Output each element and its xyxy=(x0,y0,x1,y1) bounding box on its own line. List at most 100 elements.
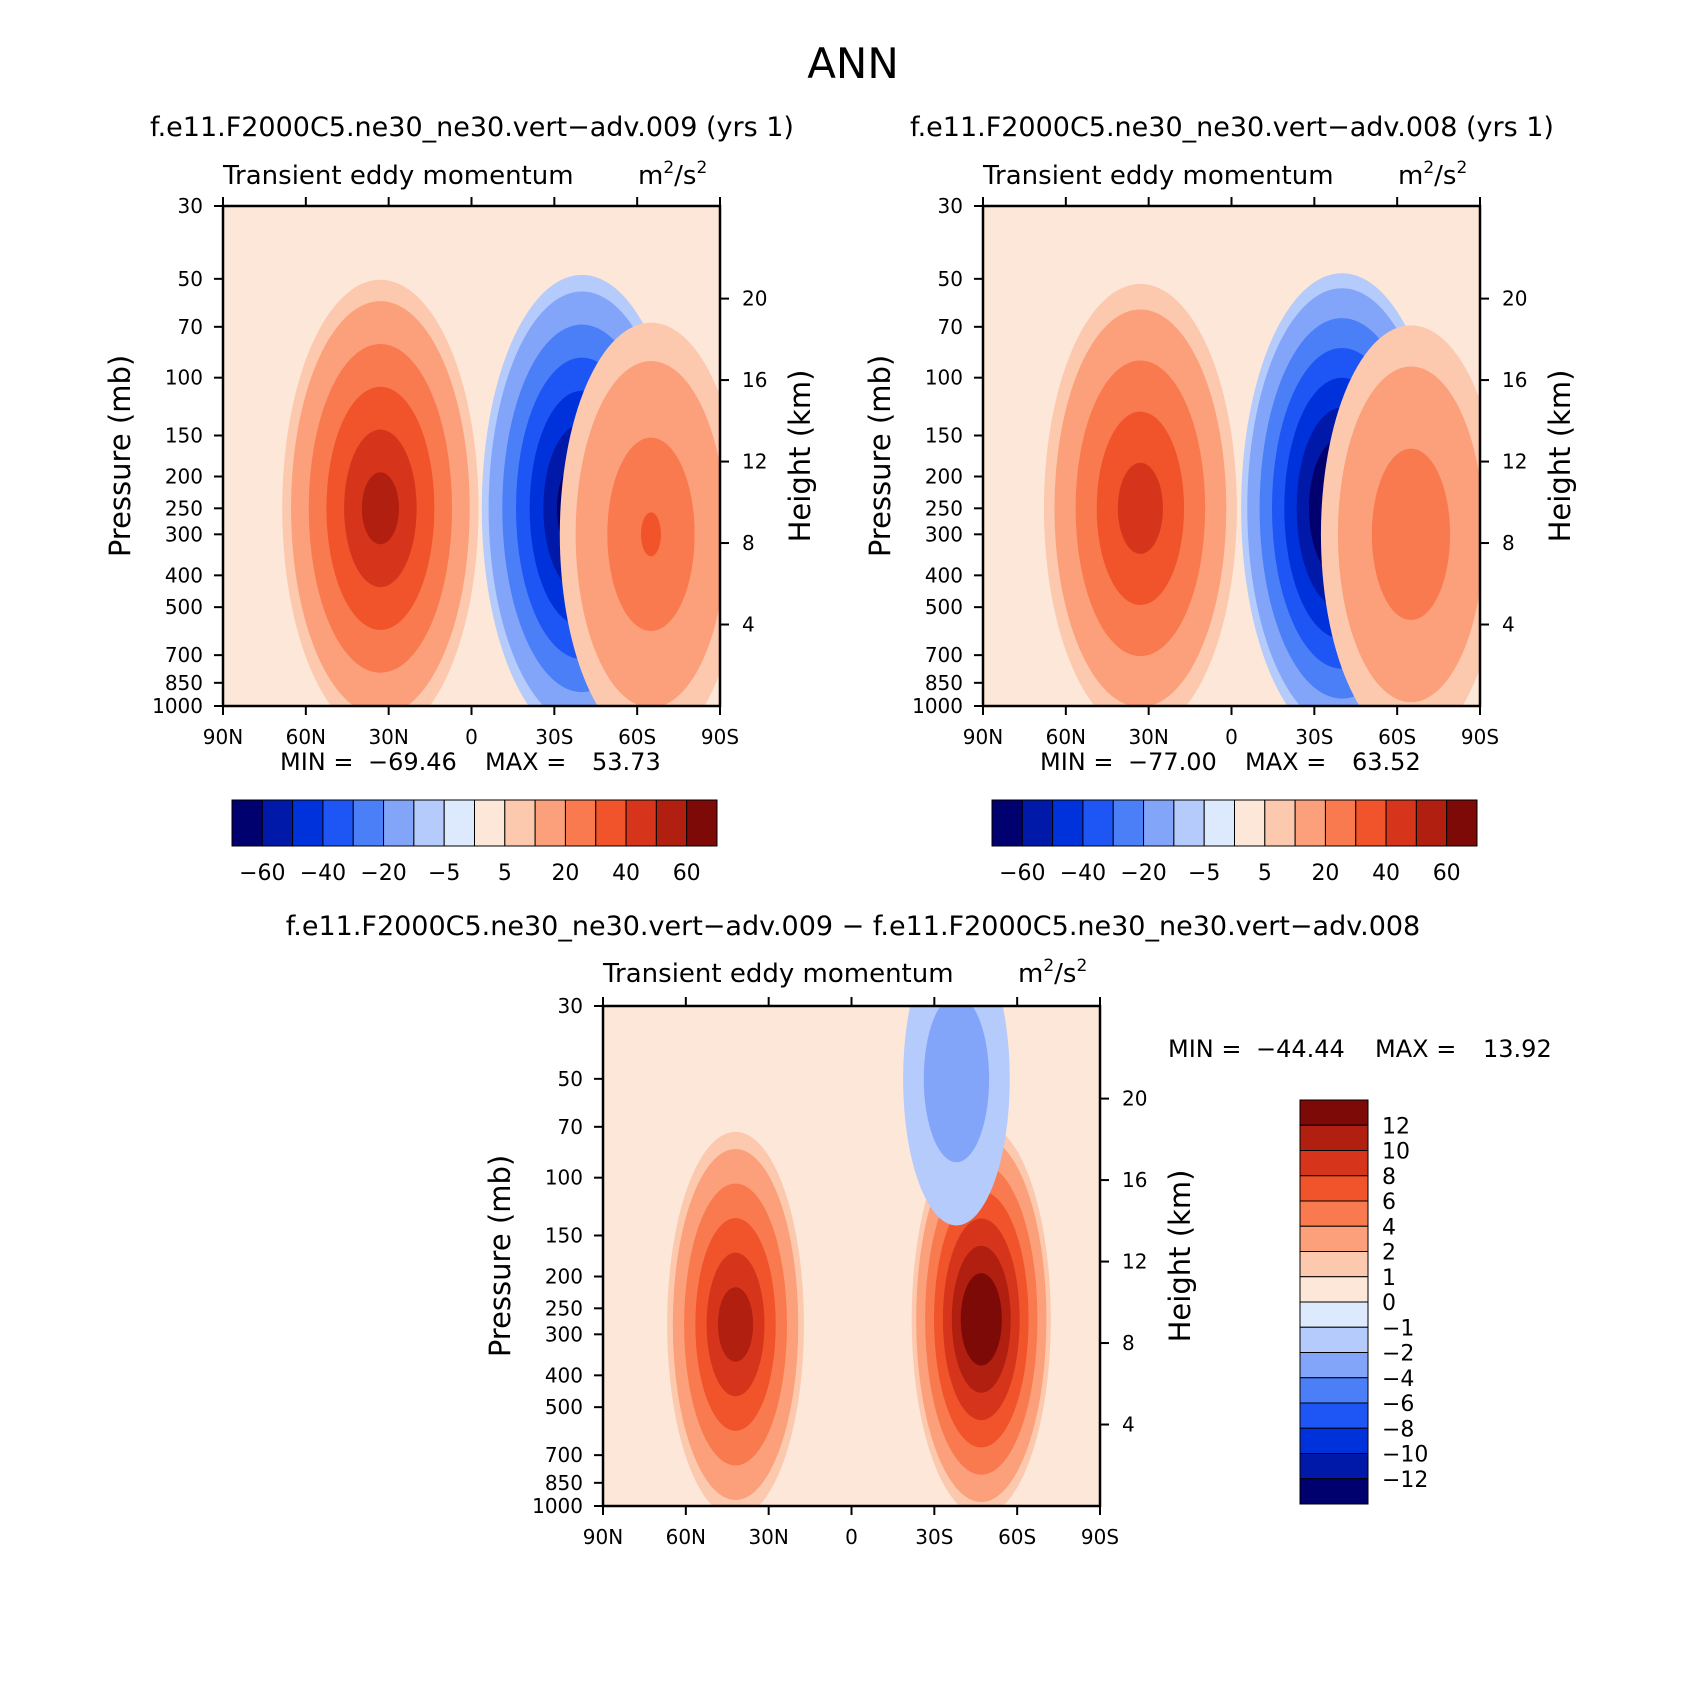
colorbar-swatch xyxy=(1173,799,1205,847)
colorbar-swatch xyxy=(991,799,1023,847)
colorbar-label: 40 xyxy=(1372,861,1400,886)
panel-b-ylabel-right: Height (km) xyxy=(1543,370,1577,543)
panel-a-units: m2/s2 xyxy=(638,158,707,191)
x-tick-label: 0 xyxy=(465,725,478,749)
x-tick-label: 60S xyxy=(998,1525,1036,1549)
x-tick-label: 60N xyxy=(666,1525,706,1549)
colorbar-swatch xyxy=(504,799,536,847)
units-sup-1: 2 xyxy=(1423,158,1434,178)
y-tick-label: 300 xyxy=(925,522,963,546)
x-tick-label: 30N xyxy=(1128,725,1168,749)
y-tick-label: 1000 xyxy=(152,694,203,718)
panel-a-min-label: MIN = xyxy=(280,748,353,776)
colorbar-swatch xyxy=(413,799,445,847)
panel-b-max-label: MAX = xyxy=(1245,748,1326,776)
colorbar-swatch xyxy=(1299,1301,1369,1328)
units-mid: /s xyxy=(674,161,696,191)
contour-core-f0 xyxy=(1130,486,1151,531)
colorbar-swatch xyxy=(1324,799,1357,847)
units-sup-2: 2 xyxy=(696,158,707,178)
panel-b-min-label: MIN = xyxy=(1040,748,1113,776)
panel-a-max-value: 53.73 xyxy=(592,748,661,776)
units-mid: /s xyxy=(1434,161,1456,191)
contour-core-f0 xyxy=(725,1302,746,1347)
y-tick-label: 850 xyxy=(165,671,203,695)
colorbar-label: −10 xyxy=(1382,1443,1428,1468)
x-tick-label: 30S xyxy=(1295,725,1333,749)
colorbar-swatch xyxy=(261,799,294,847)
panel-c-max-value: 13.92 xyxy=(1483,1035,1552,1063)
colorbar-label: 2 xyxy=(1382,1241,1396,1266)
y-right-tick-label: 8 xyxy=(742,531,755,555)
y-tick-label: 30 xyxy=(938,194,963,218)
colorbar-label: 5 xyxy=(498,861,512,886)
colorbar-label: 10 xyxy=(1382,1140,1410,1165)
colorbar-label: −2 xyxy=(1382,1342,1414,1367)
y-tick-label: 1000 xyxy=(532,1494,583,1518)
x-tick-label: 90N xyxy=(963,725,1003,749)
x-tick-label: 90S xyxy=(1461,725,1499,749)
colorbar-swatch xyxy=(1446,799,1478,847)
panel-b-ylabel: Pressure (mb) xyxy=(863,355,897,557)
colorbar-label: 20 xyxy=(551,861,579,886)
x-tick-label: 30N xyxy=(368,725,408,749)
x-tick-label: 60N xyxy=(286,725,326,749)
colorbar-swatch xyxy=(1299,1251,1369,1278)
colorbar-label: 5 xyxy=(1258,861,1272,886)
y-right-tick-label: 16 xyxy=(1502,368,1527,392)
colorbar-label: 12 xyxy=(1382,1114,1410,1139)
colorbar-swatch xyxy=(1299,1276,1369,1303)
panel-c-units: m2/s2 xyxy=(1018,956,1087,989)
y-right-tick-label: 20 xyxy=(1502,287,1527,311)
panel-b-subtitle: Transient eddy momentum xyxy=(982,161,1334,191)
y-tick-label: 850 xyxy=(545,1471,583,1495)
colorbar-swatch xyxy=(1385,799,1417,847)
y-tick-label: 250 xyxy=(545,1296,583,1320)
colorbar-label: −40 xyxy=(1060,861,1106,886)
colorbar-label: 6 xyxy=(1382,1190,1396,1215)
y-right-tick-label: 4 xyxy=(1122,1413,1135,1437)
colorbar-swatch xyxy=(1264,799,1296,847)
panel-b-title: f.e11.F2000C5.ne30_ne30.vert−adv.008 (yr… xyxy=(910,112,1554,143)
colorbar-swatch xyxy=(231,799,263,847)
colorbar-label: −8 xyxy=(1382,1417,1414,1442)
colorbar-label: −20 xyxy=(360,861,406,886)
panel-c-contours xyxy=(603,1006,1100,1506)
y-tick-label: 200 xyxy=(545,1265,583,1289)
x-tick-label: 60S xyxy=(618,725,656,749)
colorbar-label: 40 xyxy=(612,861,640,886)
y-tick-label: 100 xyxy=(925,366,963,390)
x-tick-label: 0 xyxy=(1225,725,1238,749)
contour-core-f1 xyxy=(971,1297,992,1342)
colorbar-swatch xyxy=(1203,799,1235,847)
colorbar-swatch xyxy=(474,799,506,847)
y-right-tick-label: 12 xyxy=(1122,1250,1147,1274)
y-tick-label: 100 xyxy=(165,366,203,390)
panel-b-colorbar: −60 −40 −20 −5 5 20 40 60 xyxy=(991,799,1478,886)
panel-a-axes: 90N 60N 30N 0 30S 60S 90S 30 50 70 100 150 200 250300… xyxy=(152,194,767,749)
colorbar-swatch xyxy=(1143,799,1175,847)
y-tick-label: 30 xyxy=(558,994,583,1018)
colorbar-swatch xyxy=(595,799,627,847)
panel-a-title: f.e11.F2000C5.ne30_ne30.vert−adv.009 (yr… xyxy=(150,112,794,143)
colorbar-swatch xyxy=(1299,1352,1369,1379)
y-tick-label: 250 xyxy=(165,496,203,520)
colorbar-swatch xyxy=(1299,1099,1369,1126)
panel-c-ylabel: Pressure (mb) xyxy=(483,1155,517,1357)
panel-c-ylabel-right: Height (km) xyxy=(1163,1170,1197,1343)
colorbar-label: −1 xyxy=(1382,1316,1414,1341)
x-tick-label: 30S xyxy=(915,1525,953,1549)
colorbar-label: 20 xyxy=(1311,861,1339,886)
colorbar-swatch xyxy=(564,799,597,847)
panel-a-min-value: −69.46 xyxy=(368,748,457,776)
y-tick-label: 300 xyxy=(165,522,203,546)
y-tick-label: 400 xyxy=(925,563,963,587)
units-sup-1: 2 xyxy=(1043,956,1054,976)
colorbar-label: −4 xyxy=(1382,1367,1414,1392)
panel-a-contours xyxy=(223,206,720,706)
y-tick-label: 200 xyxy=(165,465,203,489)
y-tick-label: 70 xyxy=(178,315,203,339)
x-tick-label: 30S xyxy=(535,725,573,749)
colorbar-label: −60 xyxy=(999,861,1045,886)
